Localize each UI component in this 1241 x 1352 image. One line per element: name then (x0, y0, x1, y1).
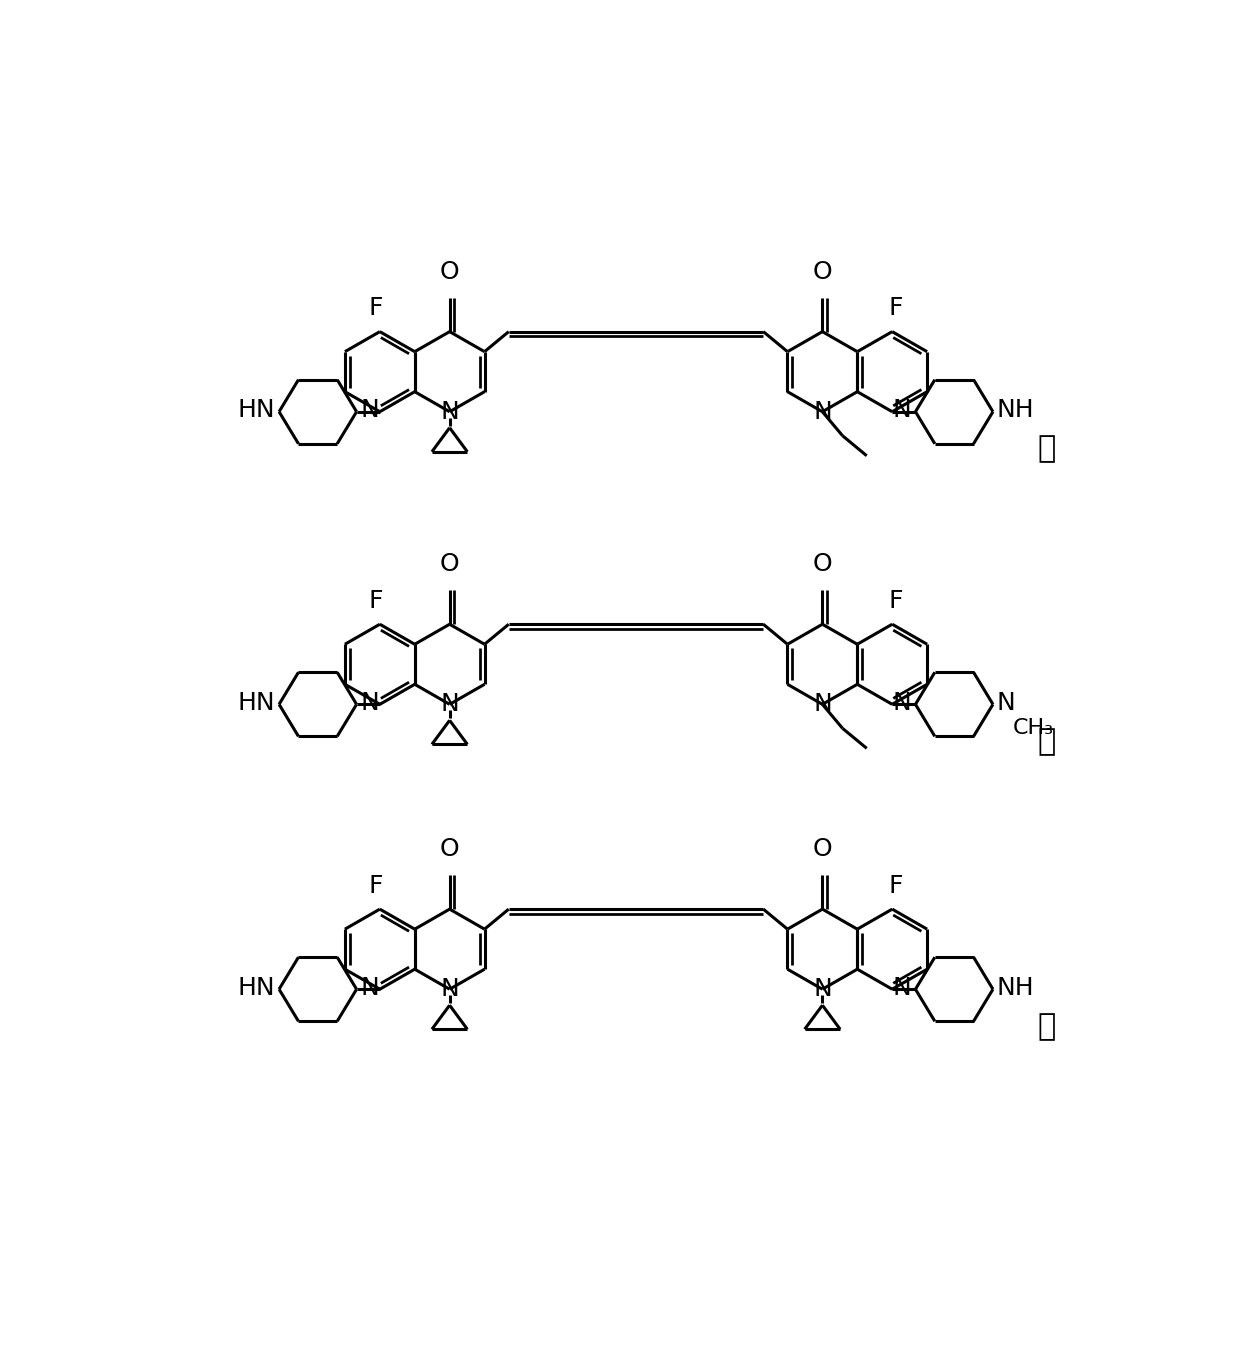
Text: N: N (997, 691, 1015, 715)
Text: NH: NH (997, 976, 1035, 999)
Text: F: F (889, 588, 903, 612)
Text: HN: HN (237, 976, 276, 999)
Text: F: F (369, 588, 383, 612)
Text: CH₃: CH₃ (1013, 718, 1054, 738)
Text: N: N (441, 692, 459, 717)
Text: O: O (813, 837, 833, 861)
Text: N: N (892, 976, 912, 999)
Text: 或: 或 (1037, 727, 1056, 756)
Text: O: O (439, 260, 459, 284)
Text: O: O (439, 553, 459, 576)
Text: F: F (369, 873, 383, 898)
Text: 或: 或 (1037, 1011, 1056, 1041)
Text: N: N (441, 977, 459, 1002)
Text: O: O (439, 837, 459, 861)
Text: N: N (813, 692, 831, 717)
Text: N: N (360, 976, 380, 999)
Text: N: N (813, 400, 831, 423)
Text: N: N (813, 977, 831, 1002)
Text: F: F (889, 873, 903, 898)
Text: O: O (813, 553, 833, 576)
Text: 或: 或 (1037, 434, 1056, 464)
Text: N: N (892, 399, 912, 422)
Text: F: F (889, 296, 903, 320)
Text: N: N (441, 400, 459, 423)
Text: NH: NH (997, 399, 1035, 422)
Text: HN: HN (237, 691, 276, 715)
Text: N: N (892, 691, 912, 715)
Text: HN: HN (237, 399, 276, 422)
Text: O: O (813, 260, 833, 284)
Text: N: N (360, 691, 380, 715)
Text: N: N (360, 399, 380, 422)
Text: F: F (369, 296, 383, 320)
